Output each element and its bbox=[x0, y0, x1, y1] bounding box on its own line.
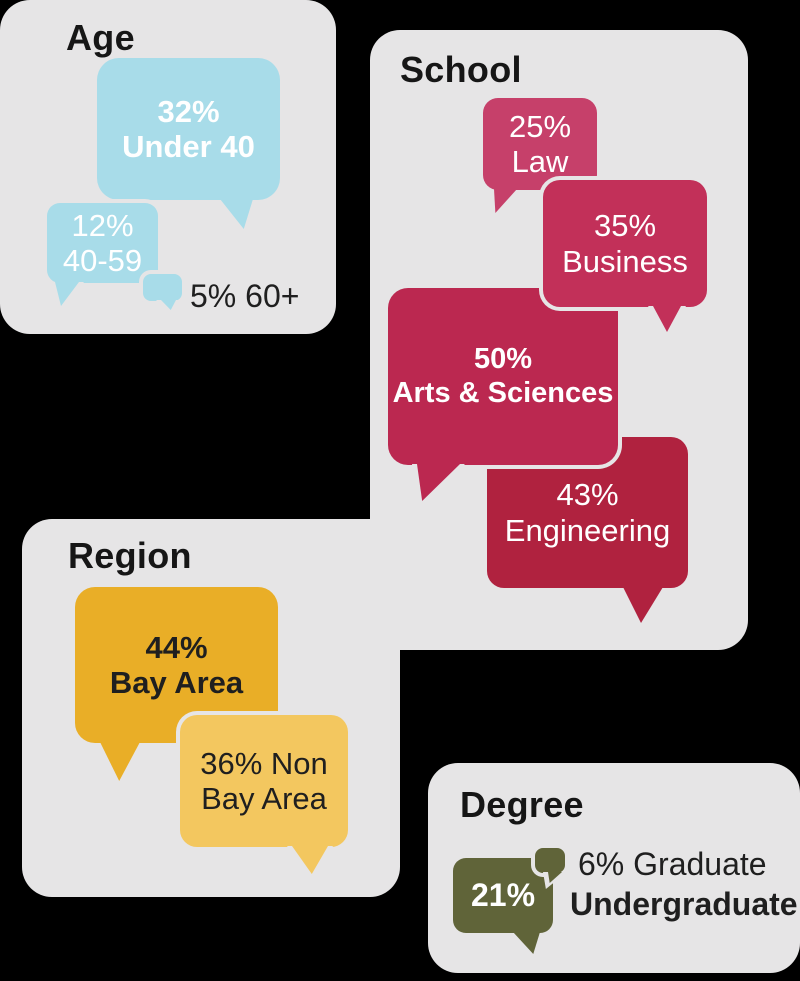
degree-graduate-bubble bbox=[535, 848, 565, 873]
degree-graduate-bubble-tail bbox=[548, 872, 562, 883]
school-business-label: Business bbox=[562, 243, 688, 279]
region-bay-area-label: Bay Area bbox=[109, 665, 244, 700]
degree-undergraduate-label: Undergraduate bbox=[570, 886, 798, 922]
age-60plus-bubble-tail bbox=[161, 300, 176, 310]
region-non-bay-area-bubble: 36% Non Bay Area bbox=[180, 715, 348, 847]
school-arts-sciences-label: Arts & Sciences bbox=[392, 376, 614, 409]
age-under40-bubble: 32% Under 40 bbox=[97, 58, 280, 200]
school-law-value: 25% bbox=[508, 108, 572, 144]
school-engineering-label: Engineering bbox=[504, 512, 671, 548]
school-business-bubble-tail bbox=[653, 306, 681, 332]
age-40-59-bubble-tail bbox=[55, 282, 79, 306]
degree-undergraduate-bubble-tail bbox=[513, 932, 540, 954]
school-arts-sciences-bubble: 50% Arts & Sciences bbox=[388, 288, 618, 465]
age-panel-title: Age bbox=[66, 17, 135, 58]
region-bay-area-value: 44% bbox=[145, 629, 208, 665]
school-business-value: 35% bbox=[593, 208, 657, 244]
school-law-label: Law bbox=[511, 144, 569, 179]
school-arts-sciences-bubble-tail bbox=[417, 464, 460, 501]
age-60plus-bubble bbox=[143, 274, 182, 301]
school-arts-sciences-value: 50% bbox=[473, 343, 533, 376]
degree-panel-title: Degree bbox=[460, 784, 584, 825]
region-non-bay-area-bubble-tail bbox=[292, 846, 328, 874]
age-60plus-label: 5% 60+ bbox=[190, 278, 300, 314]
region-panel: Region 44% Bay Area 36% Non Bay Area bbox=[22, 519, 400, 897]
degree-undergraduate-value: 21% bbox=[470, 877, 536, 914]
age-under40-label: Under 40 bbox=[122, 129, 255, 164]
school-engineering-bubble-tail bbox=[623, 587, 663, 623]
age-under40-value: 32% bbox=[157, 93, 220, 129]
school-business-bubble: 35% Business bbox=[543, 180, 707, 307]
age-under40-bubble-tail bbox=[220, 199, 253, 229]
age-40-59-label: 40-59 bbox=[62, 243, 143, 278]
school-law-bubble-tail bbox=[494, 189, 517, 213]
school-law-bubble: 25% Law bbox=[483, 98, 597, 190]
age-40-59-bubble: 12% 40-59 bbox=[47, 203, 158, 283]
region-non-bay-area-label: 36% Non Bay Area bbox=[200, 745, 328, 816]
degree-graduate-label: 6% Graduate bbox=[578, 846, 767, 882]
degree-panel: Degree 21% 6% Graduate Undergraduate bbox=[428, 763, 800, 973]
school-engineering-value: 43% bbox=[556, 477, 619, 513]
region-panel-title: Region bbox=[68, 535, 192, 576]
school-panel-title: School bbox=[400, 49, 522, 90]
region-bay-area-bubble-tail bbox=[100, 742, 140, 781]
age-40-59-value: 12% bbox=[71, 207, 134, 243]
age-panel: Age 32% Under 40 12% 40-59 5% 60+ bbox=[0, 0, 336, 334]
school-panel: School 25% Law 43% Engineering 50% Arts … bbox=[370, 30, 748, 650]
